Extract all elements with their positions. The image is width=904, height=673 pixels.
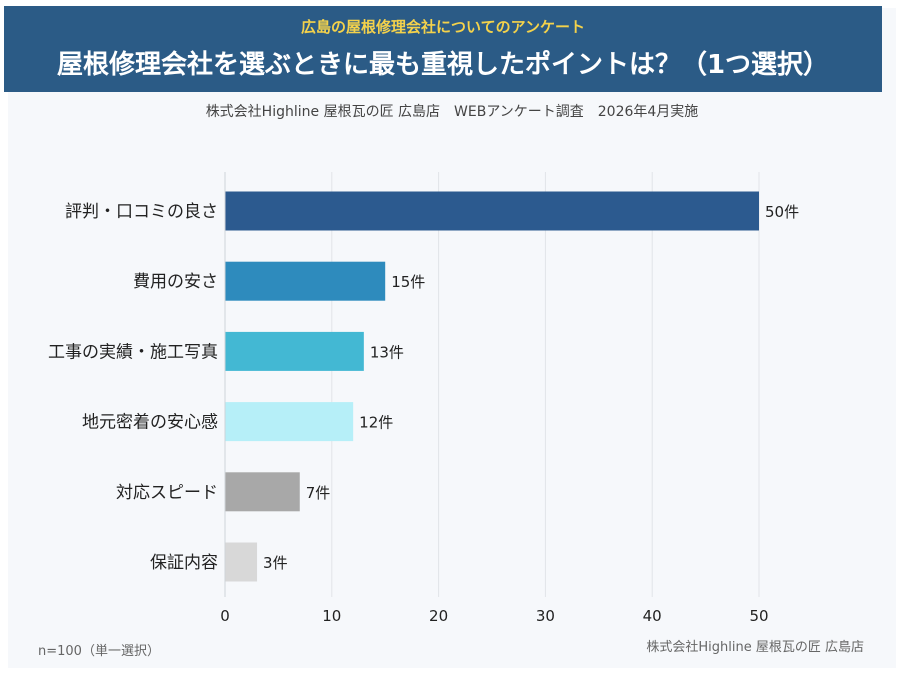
x-tick-label: 50 — [749, 607, 768, 625]
bar — [225, 472, 300, 512]
x-tick-label: 10 — [322, 607, 341, 625]
header-banner: 広島の屋根修理会社についてのアンケート 屋根修理会社を選ぶときに最も重視したポイ… — [4, 6, 882, 92]
x-tick-label: 30 — [536, 607, 555, 625]
x-tick-label: 20 — [429, 607, 448, 625]
value-label: 15件 — [391, 273, 425, 291]
x-tick-label: 0 — [220, 607, 230, 625]
value-label: 7件 — [306, 484, 331, 502]
bar — [225, 191, 759, 231]
value-label: 13件 — [370, 343, 404, 361]
chart-subtitle: 株式会社Highline 屋根瓦の匠 広島店 WEBアンケート調査 2026年4… — [205, 104, 699, 120]
value-label: 3件 — [263, 554, 288, 572]
category-label: 地元密着の安心感 — [82, 413, 218, 433]
chart-frame — [8, 8, 896, 668]
source-credit: 株式会社Highline 屋根瓦の匠 広島店 — [646, 640, 864, 655]
chart-title: 屋根修理会社を選ぶときに最も重視したポイントは？（1つ選択） — [56, 50, 830, 80]
x-tick-label: 40 — [643, 607, 662, 625]
category-label: 評判・口コミの良さ — [65, 202, 218, 222]
bar — [225, 542, 258, 582]
category-label: 保証内容 — [150, 553, 218, 573]
value-label: 12件 — [359, 414, 393, 432]
category-label: 工事の実績・施工写真 — [48, 342, 218, 362]
bar — [225, 261, 386, 301]
category-label: 費用の安さ — [133, 272, 218, 292]
bar — [225, 331, 364, 371]
sample-note: n=100（単一選択） — [38, 644, 160, 659]
bar — [225, 402, 354, 442]
survey-kicker: 広島の屋根修理会社についてのアンケート — [301, 18, 585, 36]
category-label: 対応スピード — [116, 483, 218, 503]
value-label: 50件 — [765, 203, 799, 221]
